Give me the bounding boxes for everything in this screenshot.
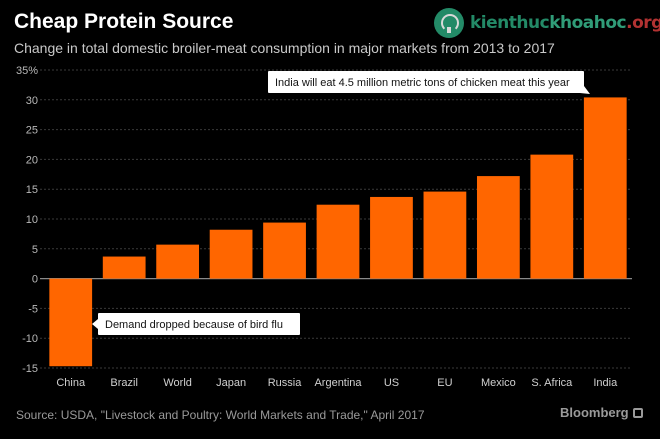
bloomberg-logo-icon (632, 407, 643, 418)
annotation-india-box (268, 71, 584, 93)
annotation-china-pointer (92, 319, 98, 329)
y-tick-label: 20 (26, 154, 38, 166)
bar (102, 256, 146, 279)
watermark-tld: .org (626, 13, 660, 33)
bar (209, 229, 253, 279)
x-tick-label: S. Africa (531, 377, 573, 389)
y-tick-label: 15 (26, 184, 38, 196)
annotation-india: India will eat 4.5 million metric tons o… (268, 71, 590, 94)
annotation-china: Demand dropped because of bird flu (92, 313, 300, 335)
watermark-text: kienthuckhoahoc.org (470, 13, 660, 33)
y-tick-label: -5 (28, 303, 38, 315)
x-tick-label: China (56, 377, 86, 389)
y-tick-label: 30 (26, 95, 38, 107)
x-tick-label: Japan (216, 377, 246, 389)
bar (49, 278, 93, 367)
x-tick-label: India (593, 377, 618, 389)
y-tick-label: 25 (26, 125, 38, 137)
bar (263, 222, 306, 279)
y-tick-label: 35% (16, 65, 38, 77)
watermark-accent: khoahoc (549, 13, 627, 33)
bar (156, 244, 200, 279)
source-note: Source: USDA, "Livestock and Poultry: Wo… (16, 408, 425, 422)
y-tick-label: 0 (32, 274, 38, 286)
y-tick-label: 5 (32, 244, 38, 256)
bar (370, 196, 413, 279)
bloomberg-brand: Bloomberg (560, 405, 643, 420)
bar (530, 154, 574, 279)
x-tick-label: US (384, 377, 399, 389)
x-tick-label: World (163, 377, 192, 389)
annotation-china-text: Demand dropped because of bird flu (105, 319, 283, 331)
x-tick-label: Russia (268, 377, 303, 389)
y-tick-label: -10 (22, 333, 38, 345)
watermark: kienthuckhoahoc.org (434, 6, 660, 40)
annotation-india-pointer (580, 86, 590, 94)
bar (423, 191, 467, 279)
x-tick-label: Argentina (314, 377, 362, 389)
bar (583, 97, 627, 279)
chart-subtitle: Change in total domestic broiler-meat co… (14, 40, 555, 56)
x-tick-label: EU (437, 377, 452, 389)
annotation-india-text: India will eat 4.5 million metric tons o… (275, 77, 570, 89)
bar (316, 204, 360, 279)
y-tick-label: 10 (26, 214, 38, 226)
bar (476, 176, 520, 279)
x-tick-label: Brazil (110, 377, 138, 389)
tree-logo-icon (434, 8, 464, 38)
watermark-main: kienthuc (470, 13, 550, 33)
x-tick-label: Mexico (481, 377, 516, 389)
bloomberg-label: Bloomberg (560, 405, 629, 420)
annotation-china-box (98, 313, 300, 335)
chart-title: Cheap Protein Source (14, 10, 234, 33)
y-tick-label: -15 (22, 363, 38, 375)
